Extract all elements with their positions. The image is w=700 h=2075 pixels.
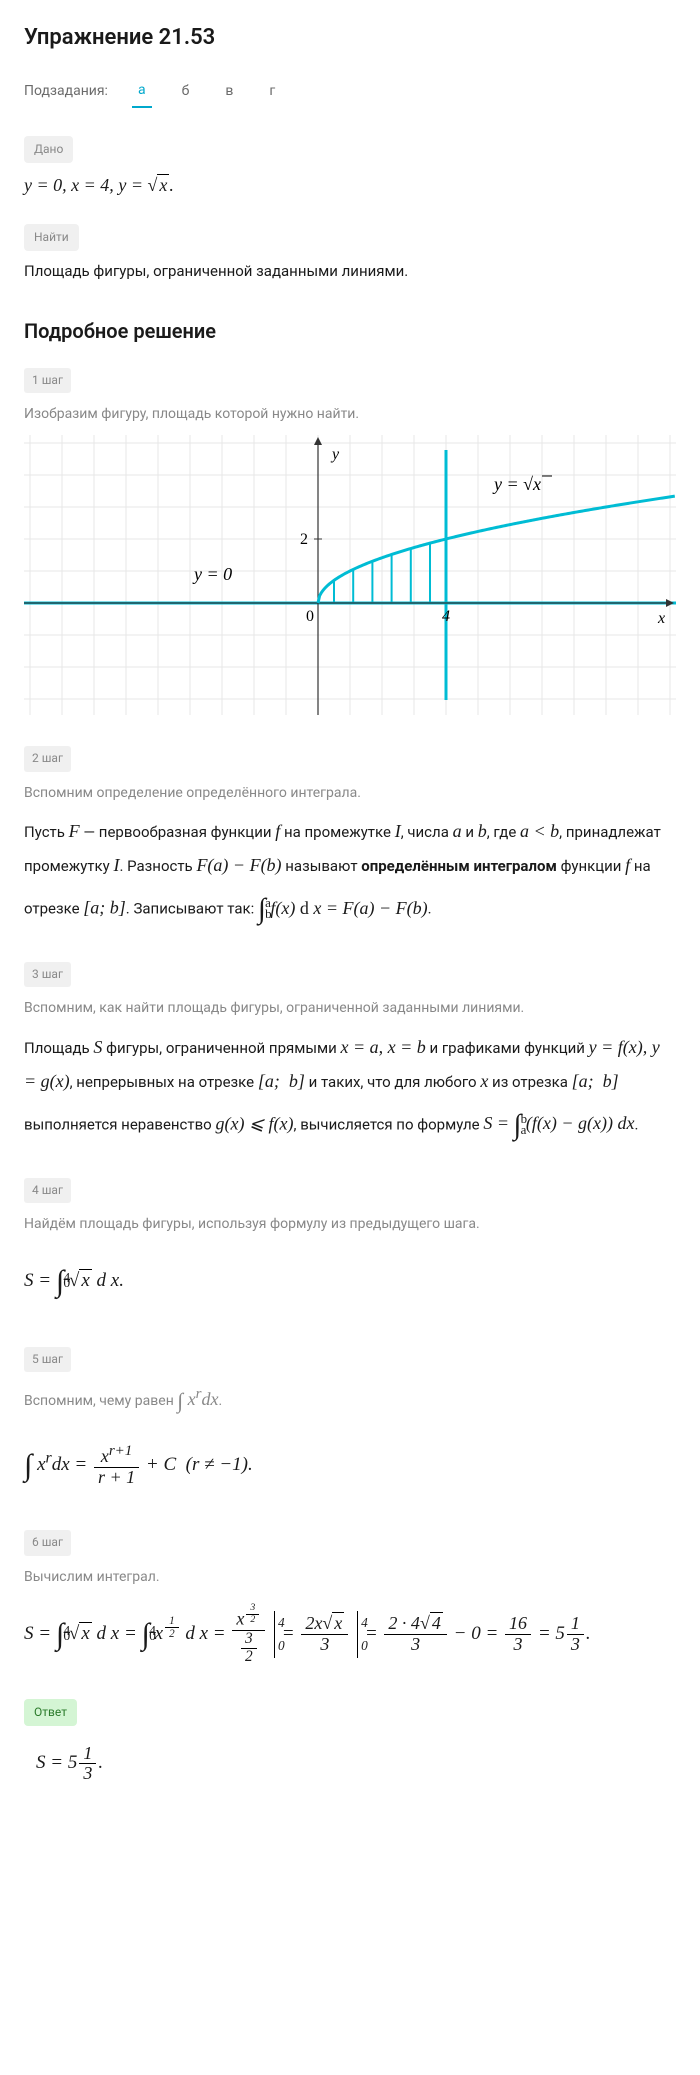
step-2-note: Вспомним определение определённого интег… — [24, 782, 676, 804]
step-4-label: 4 шаг — [24, 1178, 71, 1203]
svg-text:0: 0 — [306, 608, 314, 625]
svg-text:4: 4 — [442, 608, 450, 625]
step-3-note: Вспомним, как найти площадь фигуры, огра… — [24, 997, 676, 1019]
step-2: 2 шаг Вспомним определение определённого… — [24, 745, 676, 937]
step-1: 1 шаг Изобразим фигуру, площадь которой … — [24, 367, 676, 426]
step-6-formula: S = ∫04 x d x = ∫04 x12 d x = x3232 40 =… — [24, 1598, 676, 1671]
exercise-title: Упражнение 21.53 — [24, 20, 676, 55]
given-text: y = 0, x = 4, y = x. — [24, 171, 676, 200]
step-5: 5 шаг Вспомним, чему равен ∫ xrdx. ∫ xrd… — [24, 1346, 676, 1501]
step-6-note: Вычислим интеграл. — [24, 1566, 676, 1588]
tab-a[interactable]: а — [132, 75, 152, 107]
chart-step-1: 4 2 0 x y y = √x y = 0 — [24, 435, 676, 715]
step-6-label: 6 шаг — [24, 1530, 71, 1555]
step-3-label: 3 шаг — [24, 962, 71, 987]
step-4: 4 шаг Найдём площадь фигуры, используя ф… — [24, 1177, 676, 1319]
step-3: 3 шаг Вспомним, как найти площадь фигуры… — [24, 961, 676, 1153]
function-plot-svg: 4 2 0 x y y = √x y = 0 — [24, 435, 676, 715]
solution-title: Подробное решение — [24, 315, 676, 347]
answer-formula: S = 513. — [36, 1740, 676, 1786]
step-2-body: Пусть F — первообразная функции f на про… — [24, 814, 676, 937]
tab-v[interactable]: в — [219, 76, 239, 106]
subtasks-label: Подзадания: — [24, 80, 108, 102]
step-1-label: 1 шаг — [24, 368, 71, 393]
step-1-note: Изобразим фигуру, площадь которой нужно … — [24, 403, 676, 425]
find-pill: Найти — [24, 224, 79, 251]
svg-text:x: x — [657, 610, 665, 627]
step-4-formula: S = ∫04 x d x. — [24, 1245, 676, 1318]
svg-text:2: 2 — [300, 531, 308, 548]
svg-text:y = √x: y = √x — [492, 474, 541, 494]
tab-b[interactable]: б — [176, 76, 196, 106]
tab-g[interactable]: г — [263, 76, 281, 106]
step-5-formula: ∫ xrdx = xr+1r + 1 + C (r ≠ −1). — [24, 1429, 676, 1502]
given-pill: Дано — [24, 136, 73, 163]
find-text: Площадь фигуры, ограниченной заданными л… — [24, 259, 676, 283]
step-2-label: 2 шаг — [24, 746, 71, 771]
step-5-label: 5 шаг — [24, 1347, 71, 1372]
step-5-note: Вспомним, чему равен ∫ xrdx. — [24, 1382, 676, 1418]
subtasks-row: Подзадания: а б в г — [24, 75, 676, 107]
svg-text:y = 0: y = 0 — [192, 564, 232, 584]
step-3-body: Площадь S фигуры, ограниченной прямыми x… — [24, 1030, 676, 1153]
svg-text:y: y — [330, 446, 340, 463]
step-6: 6 шаг Вычислим интеграл. S = ∫04 x d x =… — [24, 1529, 676, 1671]
step-4-note: Найдём площадь фигуры, используя формулу… — [24, 1213, 676, 1235]
answer-pill: Ответ — [24, 1699, 77, 1726]
